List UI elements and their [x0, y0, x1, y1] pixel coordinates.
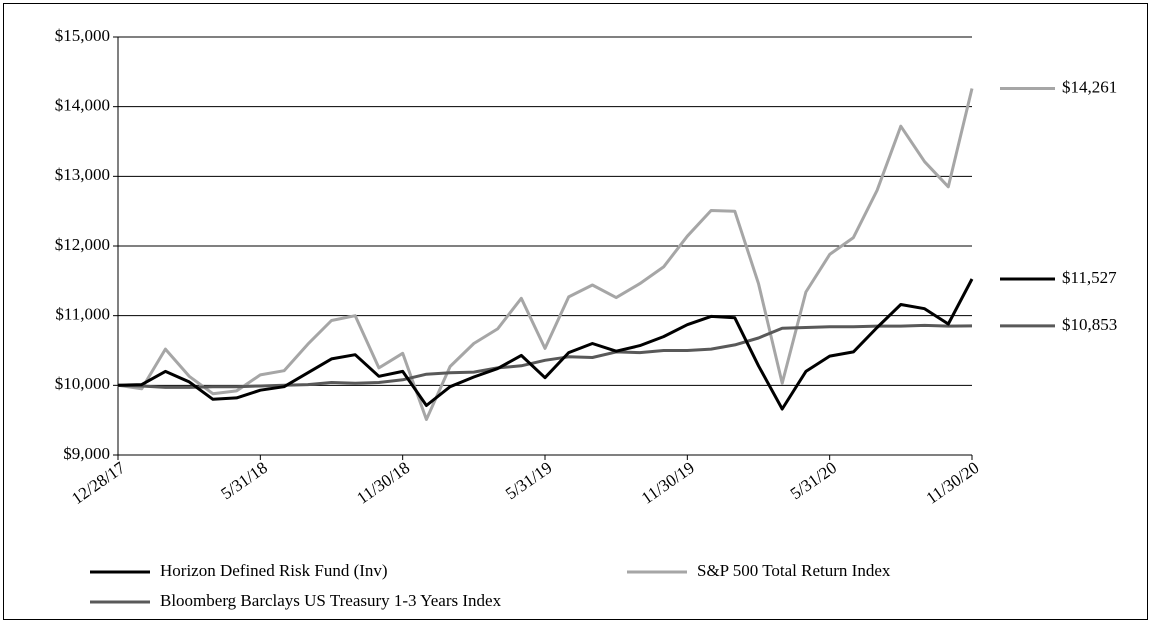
- y-tick-label: $13,000: [55, 165, 110, 184]
- end-label: $10,853: [1062, 315, 1117, 334]
- y-tick-label: $12,000: [55, 235, 110, 254]
- x-tick-label: 11/30/18: [353, 458, 413, 508]
- y-tick-label: $9,000: [63, 444, 110, 463]
- x-tick-label: 5/31/19: [502, 458, 555, 503]
- x-tick-label: 5/31/18: [217, 458, 270, 503]
- x-tick-label: 5/31/20: [787, 458, 840, 503]
- series-line: [117, 278, 974, 411]
- chart-border: [3, 3, 1148, 620]
- y-tick-label: $11,000: [55, 305, 110, 324]
- series-line: [117, 323, 973, 389]
- y-tick-label: $15,000: [55, 26, 110, 45]
- y-tick-label: $10,000: [55, 374, 110, 393]
- x-tick-label: 11/30/20: [923, 458, 983, 508]
- end-label: $14,261: [1062, 77, 1117, 96]
- legend-label: S&P 500 Total Return Index: [697, 561, 891, 580]
- x-tick-label: 12/28/17: [68, 458, 129, 509]
- end-label: $11,527: [1062, 268, 1117, 287]
- legend-label: Bloomberg Barclays US Treasury 1-3 Years…: [160, 591, 502, 610]
- x-tick-label: 11/30/19: [638, 458, 698, 508]
- y-tick-label: $14,000: [55, 96, 110, 115]
- legend-label: Horizon Defined Risk Fund (Inv): [160, 561, 388, 580]
- series-line: [117, 88, 974, 421]
